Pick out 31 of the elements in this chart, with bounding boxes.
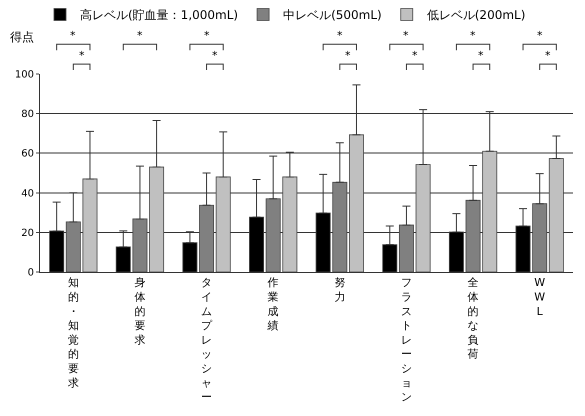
category-label: フラストレーション bbox=[400, 276, 412, 404]
y-tick-label: 60 bbox=[21, 148, 34, 160]
y-tick-label: 80 bbox=[21, 109, 34, 120]
legend-label: 高レベル(貯血量：1,000mL) bbox=[80, 8, 238, 22]
x-tick-label: 努力 bbox=[334, 276, 346, 304]
x-tick-label: WWL bbox=[534, 276, 546, 318]
x-tick-label: 全体的な負荷 bbox=[468, 276, 479, 361]
text: * bbox=[345, 49, 351, 62]
x-tick-label: 知的・知覚的要求 bbox=[68, 276, 79, 390]
text: * bbox=[537, 29, 543, 42]
text: * bbox=[137, 29, 143, 42]
text: * bbox=[70, 29, 76, 42]
y-tick-label: 20 bbox=[21, 228, 34, 239]
y-tick-label: 100 bbox=[14, 70, 34, 80]
text: * bbox=[204, 29, 210, 42]
text: * bbox=[470, 29, 476, 42]
x-tick-label: 作業成績 bbox=[266, 276, 279, 332]
text: * bbox=[79, 49, 85, 62]
text: * bbox=[545, 49, 551, 62]
category-label: タイムプレッシャー bbox=[201, 276, 212, 404]
legend-label: 中レベル(500mL) bbox=[283, 8, 382, 22]
y-tick-label: 40 bbox=[21, 188, 34, 200]
legend-label: 低レベル(200mL) bbox=[426, 8, 526, 22]
text: * bbox=[337, 29, 343, 42]
x-tick-label: 身体的要求 bbox=[134, 276, 146, 346]
text: * bbox=[403, 29, 409, 42]
text: * bbox=[412, 49, 418, 62]
text: * bbox=[478, 49, 484, 62]
text: * bbox=[212, 49, 218, 62]
y-tick-label: 0 bbox=[28, 268, 34, 278]
y-axis-title: 得点 bbox=[10, 30, 34, 44]
